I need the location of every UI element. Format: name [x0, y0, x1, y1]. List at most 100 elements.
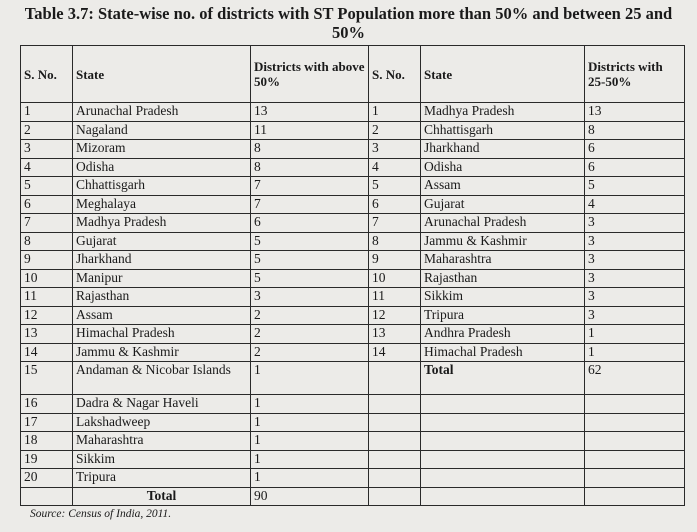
right-sno-cell: 12 — [368, 305, 421, 325]
left-total-value: 90 — [250, 486, 369, 506]
right-count-cell: 3 — [584, 287, 685, 307]
right-count-cell: 1 — [584, 324, 685, 344]
right-sno-cell: 11 — [368, 287, 421, 307]
left-sno-cell: 20 — [20, 468, 73, 488]
left-state-cell: Manipur — [72, 268, 251, 288]
right-state-cell: Himachal Pradesh — [420, 342, 585, 362]
right-count-cell: 1 — [584, 342, 685, 362]
left-sno-cell: 2 — [20, 120, 73, 140]
left-sno-cell: 17 — [20, 412, 73, 432]
right-sno-cell: 9 — [368, 250, 421, 270]
left-count-cell: 13 — [250, 102, 369, 122]
left-total-label: Total — [72, 486, 251, 506]
right-empty-cell — [584, 412, 685, 432]
left-sno-cell: 18 — [20, 431, 73, 451]
right-empty-cell — [368, 394, 421, 414]
left-state-cell: Tripura — [72, 468, 251, 488]
right-count-cell: 3 — [584, 213, 685, 233]
right-total-value: 62 — [584, 361, 685, 395]
left-state-cell: Assam — [72, 305, 251, 325]
left-count-cell: 7 — [250, 176, 369, 196]
right-state-cell: Jharkhand — [420, 139, 585, 159]
table-row: 16 Dadra & Nagar Haveli 1 — [20, 394, 685, 414]
header-sno-left: S. No. — [20, 45, 73, 103]
table-row: 9 Jharkhand 5 9 Maharashtra 3 — [20, 250, 685, 270]
left-sno-cell: 11 — [20, 287, 73, 307]
left-count-cell: 1 — [250, 431, 369, 451]
left-state-cell: Nagaland — [72, 120, 251, 140]
left-state-cell: Chhattisgarh — [72, 176, 251, 196]
left-state-cell: Gujarat — [72, 231, 251, 251]
left-count-cell: 3 — [250, 287, 369, 307]
right-empty-cell — [584, 486, 685, 506]
left-sno-cell: 12 — [20, 305, 73, 325]
right-empty-cell — [420, 431, 585, 451]
header-row: S. No. State Districts with above 50% S.… — [20, 45, 685, 103]
right-sno-cell: 6 — [368, 194, 421, 214]
table-row: 17 Lakshadweep 1 — [20, 412, 685, 432]
left-state-cell: Mizoram — [72, 139, 251, 159]
left-total-empty — [20, 486, 73, 506]
left-sno-cell: 3 — [20, 139, 73, 159]
left-sno-cell: 6 — [20, 194, 73, 214]
left-count-cell: 5 — [250, 231, 369, 251]
table-row: 3 Mizoram 8 3 Jharkhand 6 — [20, 139, 685, 159]
right-sno-cell: 8 — [368, 231, 421, 251]
left-state-cell: Lakshadweep — [72, 412, 251, 432]
left-sno-cell: 15 — [20, 361, 73, 395]
right-state-cell: Andhra Pradesh — [420, 324, 585, 344]
table-row: 18 Maharashtra 1 — [20, 431, 685, 451]
left-count-cell: 6 — [250, 213, 369, 233]
table-row: 20 Tripura 1 — [20, 468, 685, 488]
right-state-cell: Sikkim — [420, 287, 585, 307]
right-state-cell: Jammu & Kashmir — [420, 231, 585, 251]
right-sno-cell: 14 — [368, 342, 421, 362]
table-row: 2 Nagaland 11 2 Chhattisgarh 8 — [20, 120, 685, 140]
left-state-cell: Jharkhand — [72, 250, 251, 270]
left-sno-cell: 5 — [20, 176, 73, 196]
left-count-cell: 8 — [250, 139, 369, 159]
table-row: 15 Andaman & Nicobar Islands 1 Total 62 — [20, 361, 685, 395]
right-empty-cell — [368, 361, 421, 395]
right-empty-cell — [420, 468, 585, 488]
left-state-cell: Dadra & Nagar Haveli — [72, 394, 251, 414]
right-empty-cell — [368, 468, 421, 488]
right-empty-cell — [584, 394, 685, 414]
left-sno-cell: 14 — [20, 342, 73, 362]
left-sno-cell: 10 — [20, 268, 73, 288]
right-empty-cell — [368, 412, 421, 432]
left-count-cell: 1 — [250, 412, 369, 432]
left-count-cell: 2 — [250, 324, 369, 344]
left-state-cell: Meghalaya — [72, 194, 251, 214]
left-state-cell: Rajasthan — [72, 287, 251, 307]
right-empty-cell — [368, 431, 421, 451]
right-state-cell: Gujarat — [420, 194, 585, 214]
right-empty-cell — [420, 449, 585, 469]
left-state-cell: Jammu & Kashmir — [72, 342, 251, 362]
districts-table: S. No. State Districts with above 50% S.… — [20, 45, 685, 506]
table-row: 6 Meghalaya 7 6 Gujarat 4 — [20, 194, 685, 214]
right-count-cell: 3 — [584, 305, 685, 325]
table-row: 7 Madhya Pradesh 6 7 Arunachal Pradesh 3 — [20, 213, 685, 233]
header-districts-above-50: Districts with above 50% — [250, 45, 369, 103]
table-row: 5 Chhattisgarh 7 5 Assam 5 — [20, 176, 685, 196]
table-row: 13 Himachal Pradesh 2 13 Andhra Pradesh 1 — [20, 324, 685, 344]
right-empty-cell — [584, 468, 685, 488]
left-count-cell: 7 — [250, 194, 369, 214]
right-empty-cell — [584, 449, 685, 469]
left-count-cell: 5 — [250, 268, 369, 288]
left-sno-cell: 7 — [20, 213, 73, 233]
right-sno-cell: 2 — [368, 120, 421, 140]
right-total-label: Total — [420, 361, 585, 395]
left-state-cell: Himachal Pradesh — [72, 324, 251, 344]
table-row: 14 Jammu & Kashmir 2 14 Himachal Pradesh 1 — [20, 342, 685, 362]
right-state-cell: Arunachal Pradesh — [420, 213, 585, 233]
left-state-cell: Maharashtra — [72, 431, 251, 451]
left-state-cell: Odisha — [72, 157, 251, 177]
right-sno-cell: 10 — [368, 268, 421, 288]
table-row: 12 Assam 2 12 Tripura 3 — [20, 305, 685, 325]
right-sno-cell: 3 — [368, 139, 421, 159]
left-sno-cell: 4 — [20, 157, 73, 177]
table-row: 10 Manipur 5 10 Rajasthan 3 — [20, 268, 685, 288]
